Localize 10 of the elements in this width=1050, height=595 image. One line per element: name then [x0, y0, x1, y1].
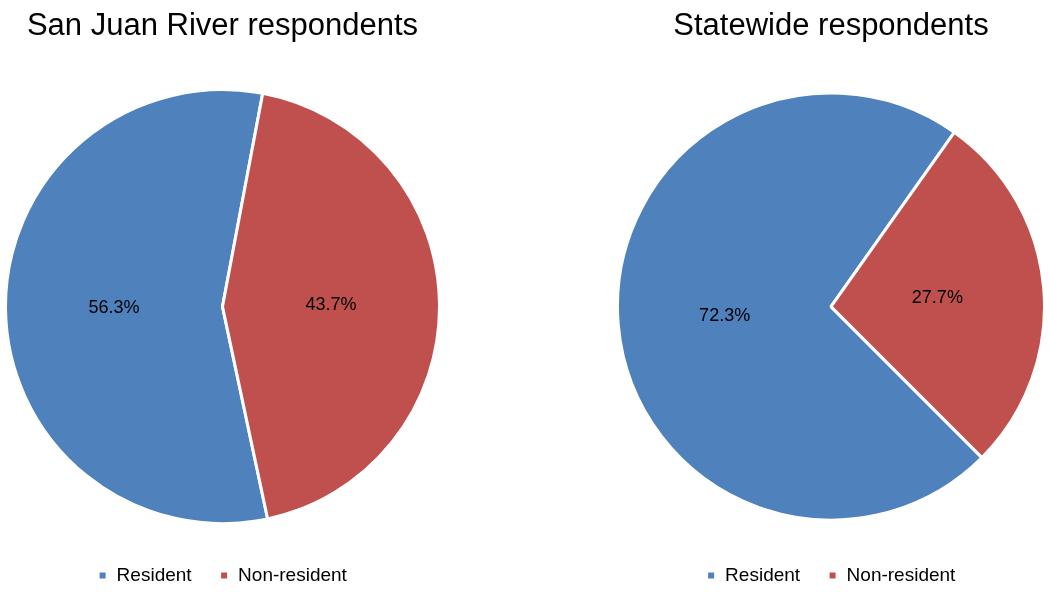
legend-label: Resident [725, 563, 801, 585]
data-label: 43.7% [305, 294, 357, 315]
data-label: 56.3% [88, 296, 140, 317]
data-label: 72.3% [699, 304, 751, 325]
legend-label: Non-resident [846, 563, 957, 585]
legend-label: Resident [116, 563, 193, 585]
chart-title: San Juan River respondents [26, 7, 419, 43]
data-label: 27.7% [911, 286, 963, 307]
chart-title: Statewide respondents [673, 7, 989, 43]
legend-label: Non-resident [238, 563, 348, 585]
